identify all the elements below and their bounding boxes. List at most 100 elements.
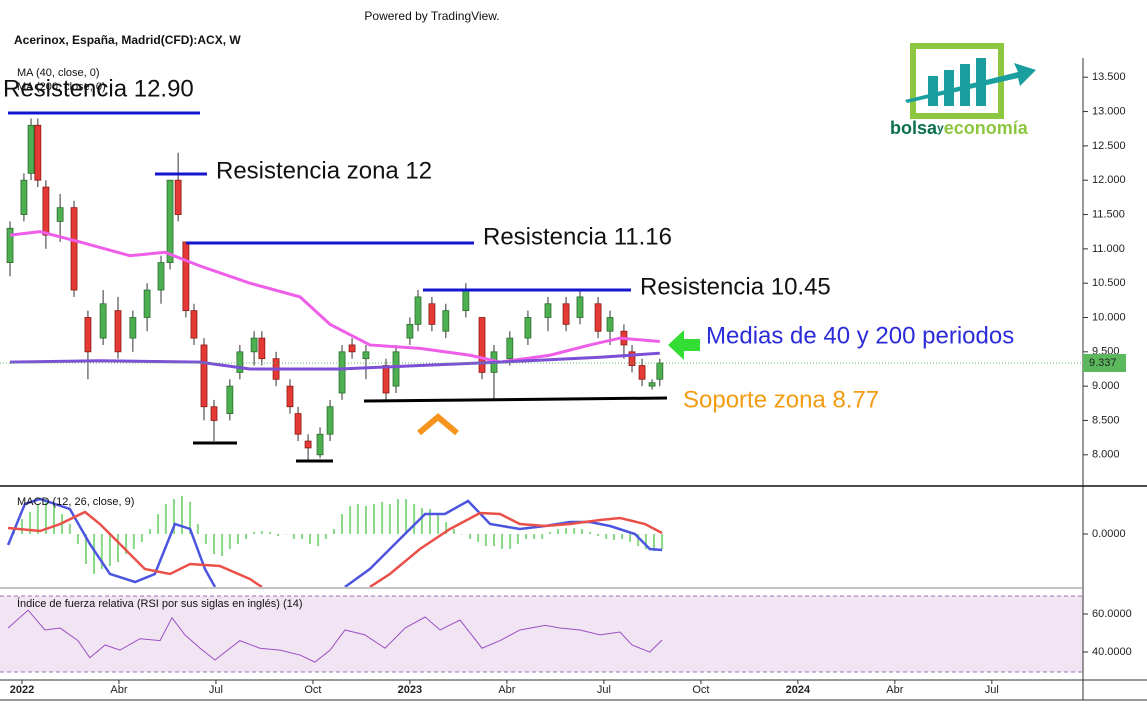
series-line	[9, 230, 660, 364]
histogram-bar	[236, 534, 239, 544]
histogram-bar	[388, 504, 391, 534]
plot-layer: 8.0008.5009.0009.50010.00010.50011.00011…	[0, 67, 1132, 696]
histogram-bar	[292, 534, 295, 539]
legend-entry: MA (200, close, 0)	[17, 81, 106, 93]
y-tick-label: 8.000	[1092, 449, 1120, 461]
candle-body	[143, 289, 151, 318]
panel-title: MACD (12, 26, close, 9)	[17, 496, 134, 508]
candle-body	[182, 241, 190, 312]
histogram-bar	[221, 534, 224, 556]
histogram-bar	[405, 499, 408, 534]
histogram-bar	[548, 532, 551, 534]
candle-body	[56, 207, 64, 222]
y-tick-label: 13.500	[1092, 71, 1126, 83]
y-tick-label: 11.000	[1092, 243, 1125, 255]
annotations: Resistencia 12.90 Resistencia zona 12 Re…	[3, 75, 1014, 463]
histogram-bar	[516, 534, 519, 544]
histogram-bar	[268, 532, 271, 534]
candle-body	[362, 351, 370, 360]
series-line	[9, 351, 660, 371]
logo-word: bolsa	[890, 118, 938, 138]
histogram-bar	[541, 534, 544, 539]
histogram-bar	[644, 534, 647, 549]
y-tick-label: 8.500	[1092, 414, 1120, 426]
y-tick-label: 12.000	[1092, 174, 1126, 186]
annotation: Resistencia 10.45	[640, 273, 831, 300]
logo: bolsayeconomía	[890, 43, 1036, 138]
x-tick-label: Jul	[209, 684, 223, 696]
histogram-bar	[309, 534, 312, 544]
candle-body	[99, 303, 107, 339]
histogram-bar	[605, 534, 608, 539]
logo-word: y	[937, 121, 944, 135]
candle-body	[200, 344, 208, 408]
candle-body	[286, 385, 294, 408]
annotation: Resistencia zona 12	[216, 157, 432, 184]
histogram-bar	[213, 534, 216, 554]
x-tick-label: 2023	[398, 684, 422, 696]
candle-body	[34, 124, 42, 181]
histogram-bar	[460, 534, 463, 535]
histogram-bar	[373, 504, 376, 534]
histogram-bar	[44, 499, 47, 534]
candle-body	[524, 317, 532, 339]
annotation: Resistencia 12.90	[3, 75, 194, 102]
candle-body	[338, 351, 346, 394]
histogram-bar	[492, 534, 495, 546]
candle-body	[226, 385, 234, 415]
histogram-bar	[445, 522, 448, 534]
x-tick-label: Jul	[985, 684, 999, 696]
histogram-bar	[332, 529, 335, 534]
x-tick-label: Abr	[110, 684, 127, 696]
last-price-label: 9.337	[1089, 357, 1117, 369]
histogram-bar	[341, 514, 344, 534]
candle-body	[562, 303, 570, 325]
histogram-bar	[428, 509, 431, 534]
histogram-bar	[653, 534, 656, 551]
histogram-bar	[245, 534, 248, 539]
candle-body	[236, 351, 244, 373]
legend-entry: MA (40, close, 0)	[17, 67, 100, 79]
histogram-bar	[149, 529, 152, 534]
candle-body	[114, 310, 122, 353]
candle-body	[304, 440, 312, 449]
histogram-bar	[260, 531, 263, 534]
histogram-bar	[253, 532, 256, 534]
candle-body	[6, 227, 14, 263]
candle-body	[210, 406, 218, 421]
y-tick-label: 12.500	[1092, 140, 1126, 152]
histogram-bar	[356, 504, 359, 534]
candle-body	[576, 296, 584, 318]
histogram-bar	[452, 529, 455, 534]
histogram-bar	[228, 534, 231, 549]
y-tick-label: 40.0000	[1092, 646, 1132, 658]
histogram-bar	[556, 529, 559, 534]
candle-body	[414, 296, 422, 325]
histogram-bar	[484, 534, 487, 546]
candle-body	[428, 303, 436, 325]
annotation: Resistencia 11.16	[483, 223, 672, 250]
candle-body	[638, 365, 646, 380]
support-chevron	[417, 413, 459, 436]
histogram-bar	[533, 534, 536, 539]
candle-body	[70, 207, 78, 291]
candle-body	[316, 433, 324, 456]
candle-body	[42, 186, 50, 236]
logo-bar	[944, 70, 954, 106]
histogram-bar	[157, 514, 160, 534]
ma-arrow	[668, 330, 700, 360]
histogram-bar	[204, 534, 207, 544]
symbol-title: Acerinox, España, Madrid(CFD):ACX, W	[14, 33, 241, 47]
candle-body	[166, 179, 174, 263]
candle-body	[190, 310, 198, 339]
candle-body	[20, 179, 28, 215]
candle-body	[478, 317, 486, 373]
histogram-bar	[29, 512, 32, 534]
x-tick-label: Abr	[498, 684, 515, 696]
x-tick-label: Abr	[886, 684, 903, 696]
histogram-bar	[612, 534, 615, 540]
histogram-bar	[132, 534, 135, 549]
candle-body	[326, 406, 334, 435]
histogram-bar	[477, 534, 480, 542]
